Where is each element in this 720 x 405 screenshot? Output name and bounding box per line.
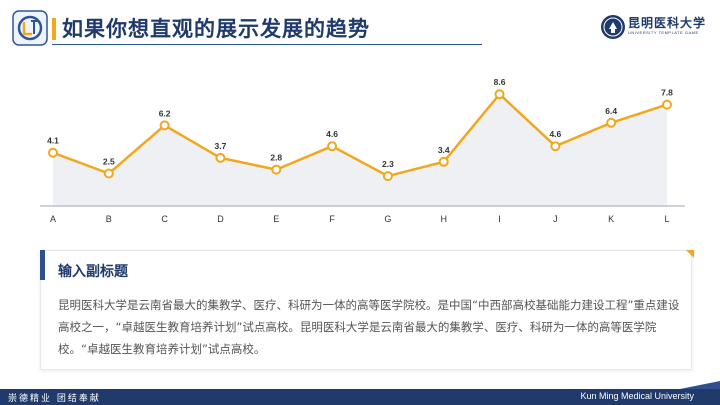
chart-data-label: 4.6: [549, 129, 561, 139]
chart-area-fill: [53, 94, 667, 206]
panel-accent-bar: [40, 250, 45, 280]
panel-subheading: 输入副标题: [58, 264, 128, 280]
chart-point: [103, 168, 114, 179]
chart-data-label: 3.7: [215, 141, 227, 151]
chart-point: [494, 89, 505, 100]
text-panel: [40, 250, 692, 370]
chart-tick-label: A: [50, 214, 56, 224]
chart-tick-label: H: [440, 214, 447, 224]
chart-data-label: 6.4: [605, 106, 617, 116]
trend-area-chart: 4.1 2.5 6.2 3.7 2.8 4.6 2.3 3.4 8.6 4.6 6.4 7.8 A B C D…: [40, 77, 685, 224]
chart-point: [606, 117, 617, 128]
logo-badge-icon: [12, 10, 48, 46]
slide-header: 如果你想直观的展示发展的趋势 昆明医科大学 UNIVERSITY TEMPLAT…: [0, 0, 720, 56]
chart-tick-label: D: [217, 214, 224, 224]
chart-point: [327, 141, 338, 152]
chart-data-label: 3.4: [438, 145, 450, 155]
slide-footer: 崇德精业 团结奉献 Kun Ming Medical University: [0, 389, 720, 405]
chart-point: [271, 164, 282, 175]
chart-point: [550, 141, 561, 152]
chart-point: [438, 156, 449, 167]
footer-triangle-decoration: [680, 381, 720, 389]
chart-tick-label: C: [161, 214, 168, 224]
chart-point: [215, 152, 226, 163]
panel-corner-decoration: [686, 250, 694, 258]
panel-body-text: 昆明医科大学是云南省最大的集教学、医疗、科研为一体的高等医学院校。是中国“中西部…: [58, 298, 680, 356]
header-divider: [52, 44, 482, 45]
chart-data-label: 7.8: [661, 88, 673, 98]
chart-data-label: 4.6: [326, 129, 338, 139]
title-accent-bar: [52, 18, 56, 40]
chart-tick-label: K: [608, 214, 614, 224]
chart-point: [382, 171, 393, 182]
chart-data-label: 6.2: [159, 108, 171, 118]
chart-point: [48, 147, 58, 158]
chart-tick-label: I: [498, 214, 501, 224]
chart-tick-label: G: [384, 214, 391, 224]
page-title: 如果你想直观的展示发展的趋势: [62, 16, 370, 41]
chart-tick-label: L: [664, 214, 669, 224]
chart-point: [159, 120, 170, 131]
chart-data-label: 2.8: [270, 153, 282, 163]
footer-university: Kun Ming Medical University: [580, 391, 694, 401]
university-subtitle: UNIVERSITY TEMPLATE GAME: [628, 30, 699, 35]
footer-motto: 崇德精业 团结奉献: [8, 394, 101, 404]
chart-series-line: [52, 92, 668, 178]
university-name: 昆明医科大学: [628, 16, 707, 30]
university-seal-icon: [601, 15, 625, 39]
chart-data-label: 8.6: [494, 77, 506, 87]
chart-point: [662, 99, 672, 110]
chart-data-label: 4.1: [47, 136, 59, 146]
chart-data-label: 2.5: [103, 157, 115, 167]
chart-tick-label: B: [106, 214, 112, 224]
chart-tick-label: J: [553, 214, 558, 224]
chart-data-label: 2.3: [382, 159, 394, 169]
chart-tick-label: F: [329, 214, 335, 224]
chart-tick-label: E: [273, 214, 279, 224]
